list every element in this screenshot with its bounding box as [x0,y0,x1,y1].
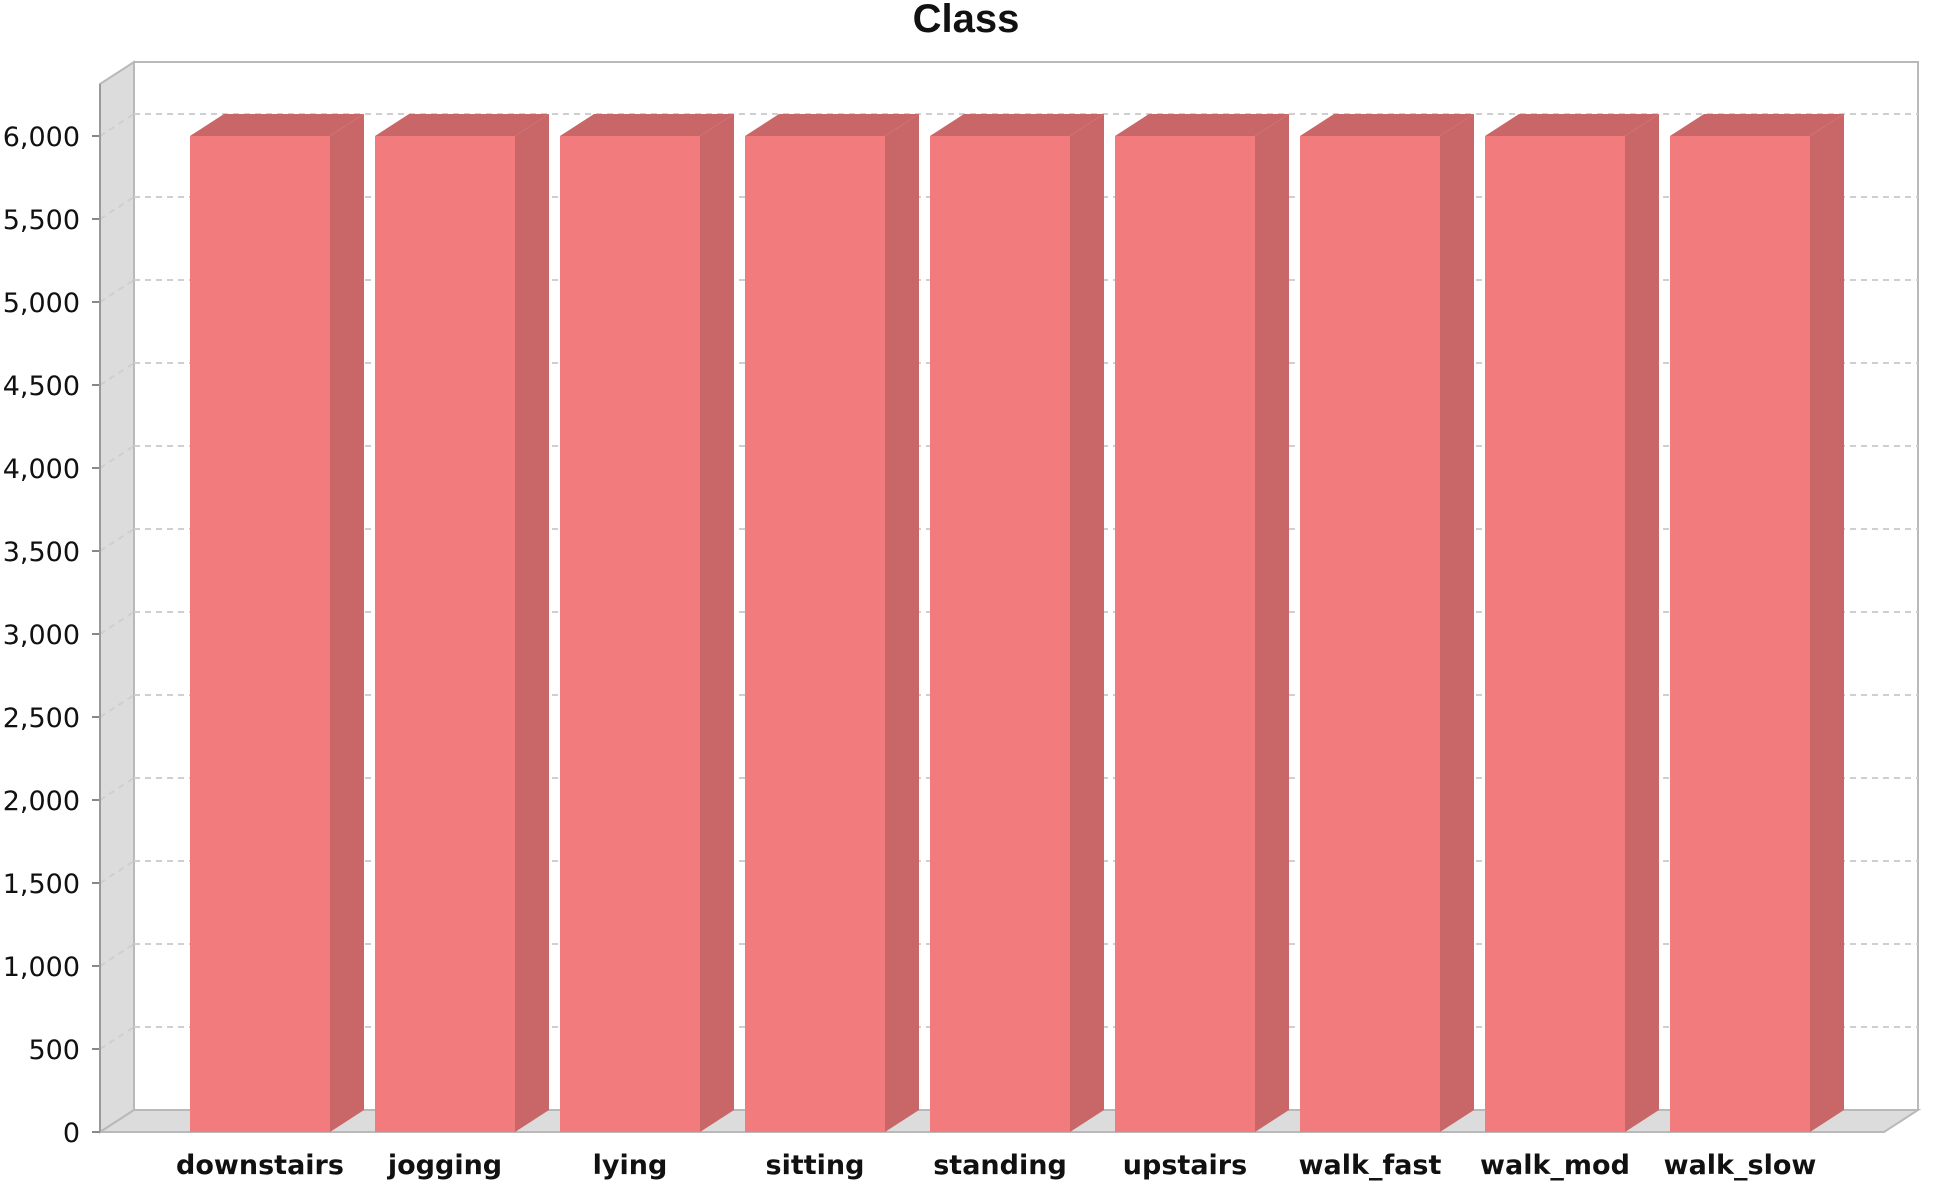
y-axis-ticks: 0 500 1,000 1,500 2,000 2,500 3,000 3,500 4,000 4… [3,84,101,1149]
bar-side [330,114,364,1132]
y-tick-label: 3,000 [3,620,80,651]
bar-front [1300,136,1440,1132]
y-tick-label: 2,500 [3,703,80,734]
gridline-side [99,196,135,220]
x-tick-label: standing [933,1150,1067,1181]
gridline-side [99,777,135,801]
y-tick-label: 500 [28,1035,80,1066]
bar-side [1255,114,1289,1132]
gridline-side [99,113,135,137]
bar-side [515,114,549,1132]
bar-top [930,114,1104,136]
y-tick-label: 4,500 [3,371,80,402]
bar-top [1300,114,1474,136]
x-axis-labels: downstairs jogging lying sitting standing ups… [176,1150,1816,1181]
y-tick-label: 4,000 [3,454,80,485]
bar-side [700,114,734,1132]
y-tick-label: 5,000 [3,288,80,319]
gridline-side [99,362,135,386]
bar-walk_fast [1300,114,1474,1132]
bar-standing [930,114,1104,1132]
bar-top [1670,114,1844,136]
gridline-side [99,279,135,303]
gridline-side [99,860,135,884]
bar-side [885,114,919,1132]
gridline-side [99,1026,135,1050]
bar-walk_mod [1485,114,1659,1132]
bar-upstairs [1115,114,1289,1132]
bar-downstairs [190,114,364,1132]
x-tick-label: lying [593,1150,668,1181]
bar-sitting [745,114,919,1132]
gridline-side [99,445,135,469]
bar-front [560,136,700,1132]
y-tick-label: 2,000 [3,786,80,817]
y-tick-label: 1,500 [3,869,80,900]
bar-front [930,136,1070,1132]
gridline-side [99,943,135,967]
bar-side [1625,114,1659,1132]
bar-front [1115,136,1255,1132]
bar-top [1485,114,1659,136]
bar-front [745,136,885,1132]
chart-title: Class [913,0,1020,41]
bar-top [190,114,364,136]
bar-top [1115,114,1289,136]
bar-walk_slow [1670,114,1844,1132]
bar-top [745,114,919,136]
gridline-side [99,611,135,635]
x-tick-label: upstairs [1123,1150,1247,1181]
x-tick-label: sitting [766,1150,865,1181]
y-tick-label: 1,000 [3,952,80,983]
bar-side [1070,114,1104,1132]
y-tick-label: 6,000 [3,122,80,153]
bar-side [1440,114,1474,1132]
bar-top [560,114,734,136]
bar-side [1810,114,1844,1132]
y-tick-label: 0 [63,1118,80,1149]
bar-front [1670,136,1810,1132]
x-tick-label: jogging [387,1150,502,1181]
x-tick-label: walk_slow [1664,1150,1817,1181]
left-wall [99,60,135,1134]
x-tick-label: walk_fast [1299,1150,1442,1181]
bars [190,114,1844,1132]
y-tick-label: 5,500 [3,205,80,236]
bar-lying [560,114,734,1132]
gridline-side [99,694,135,718]
y-tick-label: 3,500 [3,537,80,568]
bar-top [375,114,549,136]
gridline-side [99,528,135,552]
bar-front [1485,136,1625,1132]
x-tick-label: downstairs [176,1150,344,1181]
bar-front [375,136,515,1132]
bar-front [190,136,330,1132]
x-tick-label: walk_mod [1480,1150,1630,1181]
bar-jogging [375,114,549,1132]
